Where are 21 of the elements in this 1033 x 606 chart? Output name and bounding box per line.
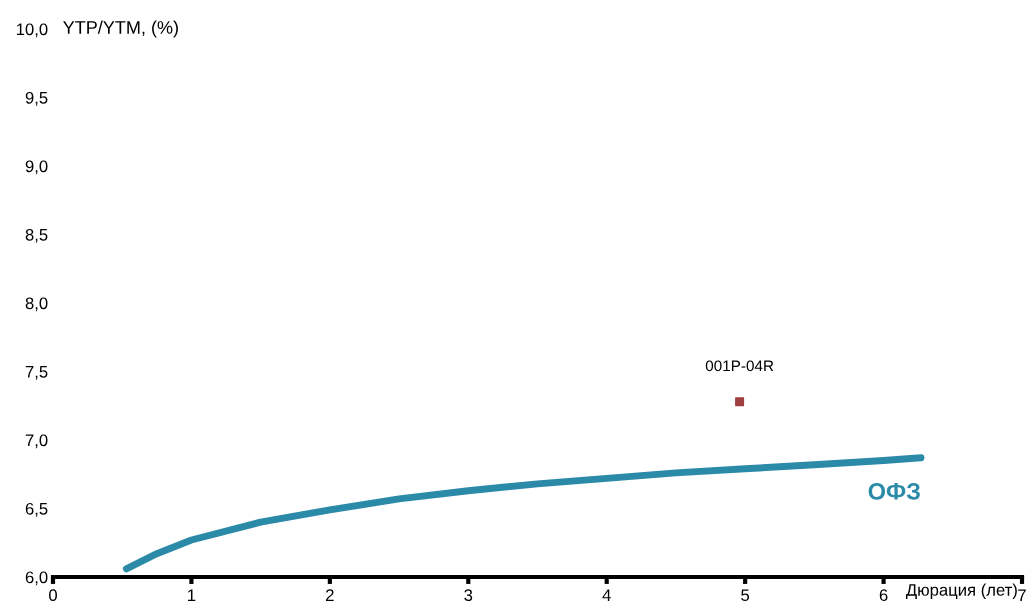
x-tick-label: 2	[326, 589, 334, 601]
y-tick-label: 7,0	[25, 434, 48, 449]
y-axis-title: YTP/YTM, (%)	[63, 20, 178, 38]
text: 001P-04R	[705, 360, 774, 372]
x-axis-title: Дюрация (лет)	[905, 583, 1017, 600]
y-tick-label: 6,5	[25, 502, 48, 517]
y-tick-label: 9,5	[25, 91, 48, 106]
y-tick-label: 8,5	[25, 228, 48, 243]
y-tick-label: 7,5	[25, 366, 48, 380]
y-tick-label: 9,0	[25, 160, 48, 175]
y-tick-label: 10,0	[16, 23, 48, 38]
x-tick-label: 1	[188, 589, 196, 601]
x-tick-label: 5	[741, 589, 750, 602]
y-tick-label: 6,0	[25, 571, 48, 586]
x-tick-label: 3	[464, 589, 473, 602]
x-tick-label: 4	[602, 589, 611, 601]
x-tick-label: 6	[879, 589, 888, 602]
x-tick-label: 7	[1018, 589, 1026, 601]
x-tick-label: 0	[49, 589, 57, 602]
y-tick-label: 8,0	[25, 297, 48, 312]
series-label: ОФЗ	[868, 482, 920, 500]
